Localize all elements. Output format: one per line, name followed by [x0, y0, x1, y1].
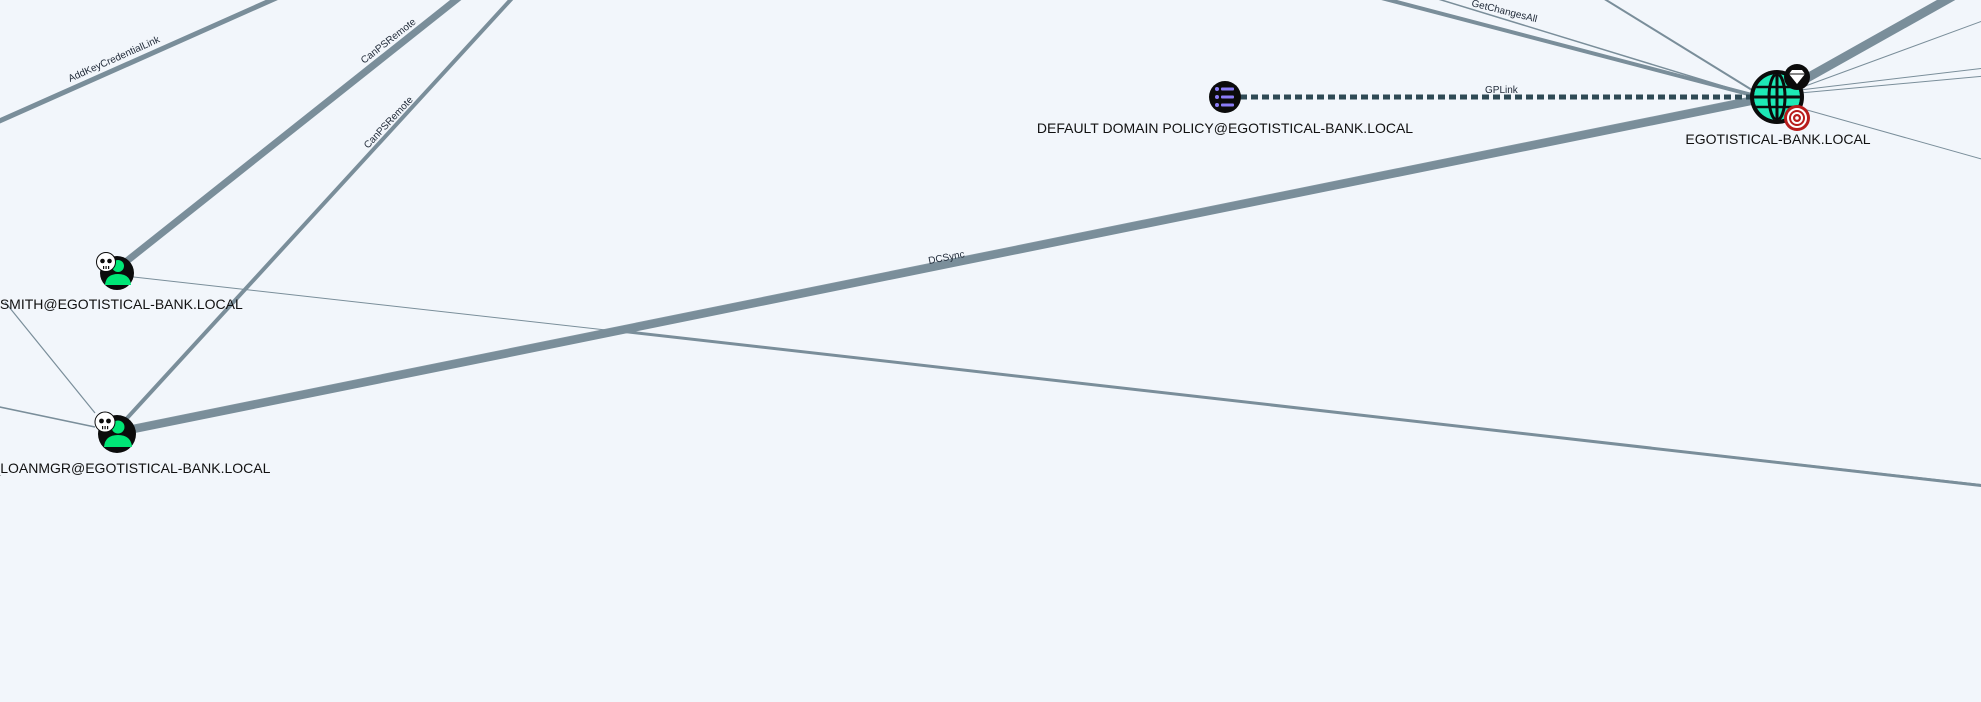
edge-label-canpsremote-1: CanPSRemote	[359, 16, 419, 66]
edge-label-addkeycredentiallink: AddKeyCredentialLink	[67, 34, 163, 85]
edge-top-2	[1604, 0, 1753, 91]
edge-domain-right-thick	[1797, 0, 1956, 86]
edge-domain-right-4	[1799, 107, 1981, 160]
edge-dcsync[interactable]	[124, 97, 1753, 435]
node-fsmith[interactable]: FSMITH@EGOTISTICAL-BANK.LOCAL	[0, 252, 243, 313]
edge-label-canpsremote-2: CanPSRemote	[362, 94, 416, 151]
edge-domain-right-3	[1799, 75, 1981, 94]
edge-getchangesall[interactable]	[1370, 0, 1753, 97]
edge-domain-right-2	[1799, 67, 1981, 91]
edge-top-1	[1438, 0, 1753, 96]
node-label-domain: EGOTISTICAL-BANK.LOCAL	[1685, 131, 1870, 147]
edge-left-small-1	[4, 301, 96, 414]
list-icon	[1215, 87, 1234, 107]
node-svc-loanmgr[interactable]: SVC_LOANMGR@EGOTISTICAL-BANK.LOCAL	[0, 411, 271, 476]
node-label-default-domain-policy: DEFAULT DOMAIN POLICY@EGOTISTICAL-BANK.L…	[1037, 120, 1413, 136]
edge-left-small-2	[0, 406, 96, 428]
node-default-domain-policy[interactable]: DEFAULT DOMAIN POLICY@EGOTISTICAL-BANK.L…	[1037, 81, 1413, 136]
node-domain[interactable]: EGOTISTICAL-BANK.LOCAL	[1685, 64, 1871, 147]
edge-addkeycredentiallink[interactable]	[0, 0, 283, 124]
node-label-svc-loanmgr: SVC_LOANMGR@EGOTISTICAL-BANK.LOCAL	[0, 460, 271, 476]
edge-label-gplink: GPLink	[1485, 85, 1519, 96]
target-icon	[1784, 105, 1810, 131]
skull-icon	[96, 252, 116, 272]
edges	[0, 0, 1981, 488]
edge-dcsync-thin	[124, 96, 1753, 428]
edge-canpsremote-fsmith[interactable]	[115, 0, 462, 271]
node-label-fsmith: FSMITH@EGOTISTICAL-BANK.LOCAL	[0, 296, 243, 312]
skull-icon	[94, 411, 116, 433]
diamond-icon	[1784, 64, 1810, 90]
edge-domain-right-1	[1799, 20, 1981, 89]
edge-canpsremote-svc-loanmgr[interactable]	[116, 0, 515, 430]
edge-right-thick	[619, 329, 1981, 488]
